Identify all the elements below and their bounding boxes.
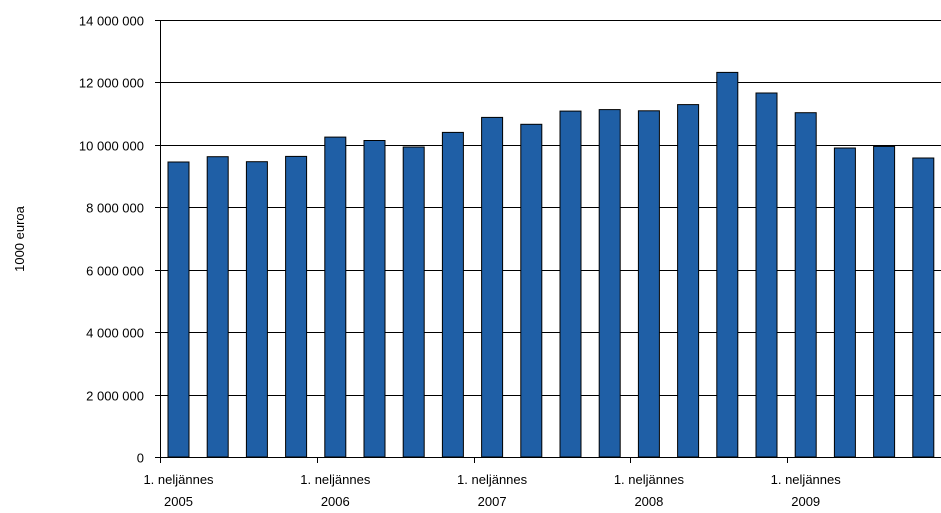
bar (716, 71, 739, 458)
x-tick-label-quarter: 1. neljännes (143, 472, 214, 487)
y-axis-title: 1000 euroa (12, 205, 27, 272)
y-tick-labels: 0 2 000 000 4 000 000 6 000 000 8 000 000 10 … (79, 14, 144, 466)
gridlines (160, 20, 941, 396)
x-tick-label-year: 2008 (634, 494, 663, 509)
x-tick-label-quarter: 1. neljännes (771, 472, 842, 487)
bar (245, 161, 268, 458)
bar (285, 155, 308, 458)
y-tick-label: 2 000 000 (86, 389, 144, 404)
bar (873, 145, 896, 458)
x-tick-label-year: 2005 (164, 494, 193, 509)
x-tick-label-quarter: 1. neljännes (457, 472, 528, 487)
bar (441, 131, 464, 458)
x-tick-labels: 1. neljännes 2005 1. neljännes 2006 1. neljä… (143, 472, 841, 509)
bar (520, 123, 543, 458)
y-tick-label: 10 000 000 (79, 139, 144, 154)
bar (637, 110, 660, 458)
bar (598, 109, 621, 458)
bar (677, 104, 700, 458)
bars (167, 71, 935, 458)
x-tick-label-year: 2006 (321, 494, 350, 509)
x-tick-label-year: 2007 (478, 494, 507, 509)
bar (481, 116, 504, 458)
bar (755, 92, 778, 458)
bar (559, 110, 582, 458)
x-tick-label-quarter: 1. neljännes (300, 472, 371, 487)
y-tick-label: 4 000 000 (86, 326, 144, 341)
bar (206, 156, 229, 458)
y-tick-label: 12 000 000 (79, 76, 144, 91)
axes (155, 20, 941, 463)
bar (402, 146, 425, 458)
bar (794, 112, 817, 458)
y-tick-label: 6 000 000 (86, 264, 144, 279)
bar (167, 161, 190, 458)
bar (833, 147, 856, 458)
y-tick-label: 0 (137, 451, 144, 466)
x-tick-label-year: 2009 (791, 494, 820, 509)
y-tick-label: 14 000 000 (79, 14, 144, 29)
x-tick-label-quarter: 1. neljännes (614, 472, 685, 487)
bar (324, 136, 347, 458)
bar (363, 140, 386, 458)
y-tick-label: 8 000 000 (86, 201, 144, 216)
bar (912, 157, 935, 458)
